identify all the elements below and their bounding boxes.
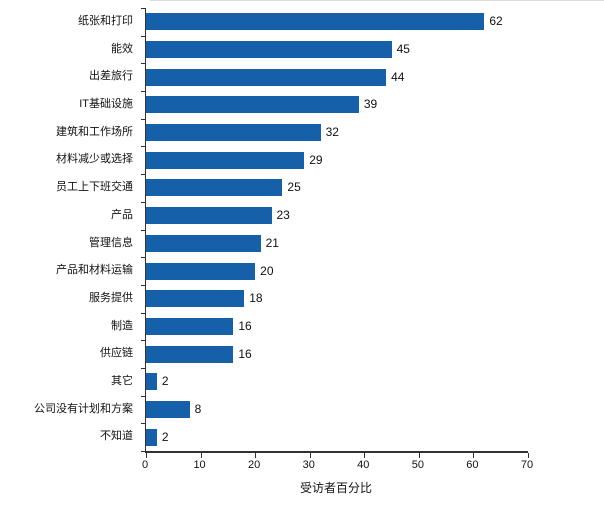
- bar-value-label: 2: [161, 374, 169, 389]
- y-axis-tick: [141, 340, 145, 342]
- bar: [146, 234, 261, 252]
- category-label: 纸张和打印: [78, 15, 133, 27]
- category-label: 服务提供: [89, 291, 133, 304]
- bar-value-label: 44: [391, 69, 405, 84]
- category-label: 管理信息: [89, 236, 133, 249]
- top-border-line: [150, 0, 604, 1]
- y-axis-tick: [141, 395, 145, 397]
- x-axis-tick: [200, 453, 202, 458]
- bar-value-label: 8: [194, 401, 202, 416]
- category-axis-labels: 纸张和打印 能效 出差旅行 IT基础设施 建筑和工作场所 材料减少或选择 员工上下班交通 产品…: [0, 8, 139, 451]
- category-label: 其它: [111, 374, 133, 387]
- category-label: 材料减少或选择: [56, 153, 133, 166]
- y-axis-tick: [141, 367, 145, 369]
- category-label: 出差旅行: [89, 70, 133, 83]
- bar: [146, 207, 272, 225]
- bar-value-label: 39: [363, 97, 378, 112]
- plot-area: 62 45 44 39 32 29 25 23 21 20 18 16 16 2 8 2: [141, 8, 529, 458]
- x-axis-tick: [473, 453, 475, 458]
- x-axis-tick-label: 40: [357, 459, 370, 471]
- bar-value-label: 16: [238, 318, 252, 333]
- x-axis-tick: [146, 453, 147, 458]
- category-label: 公司没有计划和方案: [34, 402, 133, 415]
- x-axis-tick-label: 10: [193, 459, 206, 471]
- bar: [146, 96, 359, 114]
- bar: [146, 373, 157, 391]
- category-label: 能效: [111, 42, 133, 55]
- category-label: 不知道: [100, 430, 133, 443]
- x-axis-tick: [309, 453, 311, 458]
- bar: [146, 124, 321, 142]
- bar-value-label: 18: [249, 291, 263, 306]
- y-axis-tick: [141, 284, 145, 286]
- x-axis-tick-label: 30: [302, 459, 315, 471]
- y-axis-tick: [141, 91, 145, 93]
- x-axis-tick-label: 0: [141, 459, 149, 471]
- category-label: 供应链: [100, 347, 133, 360]
- bar-value-label: 21: [265, 235, 279, 250]
- x-axis-title: 受访者百分比: [299, 481, 372, 495]
- bar-value-label: 23: [276, 208, 290, 223]
- y-axis-tick: [141, 423, 145, 425]
- x-axis-tick: [364, 453, 366, 458]
- bar-value-label: 25: [287, 180, 301, 195]
- y-axis-tick: [141, 118, 145, 120]
- category-label: IT基础设施: [79, 98, 133, 111]
- y-axis-tick: [141, 174, 145, 176]
- bar: [146, 13, 485, 31]
- category-label: 制造: [111, 319, 133, 332]
- bar: [146, 428, 157, 446]
- bar: [146, 262, 256, 280]
- bar: [146, 41, 392, 59]
- bar: [146, 345, 234, 363]
- y-axis-tick: [141, 257, 145, 259]
- y-axis-tick: [141, 8, 145, 9]
- bar-value-label: 16: [238, 346, 252, 361]
- y-axis-tick: [141, 229, 145, 231]
- bar: [146, 68, 387, 86]
- category-label: 产品和材料运输: [56, 264, 133, 277]
- bar-value-label: 20: [260, 263, 274, 278]
- y-axis-tick: [141, 451, 145, 452]
- y-axis-tick: [141, 35, 145, 37]
- category-label: 建筑和工作场所: [56, 125, 133, 138]
- category-label: 产品: [111, 208, 133, 221]
- x-axis-tick: [528, 453, 529, 458]
- x-axis-tick: [418, 453, 420, 458]
- bar-value-label: 29: [309, 152, 323, 167]
- bar-value-label: 32: [325, 125, 339, 140]
- bar: [146, 317, 234, 335]
- y-axis-tick: [141, 201, 145, 203]
- x-axis-tick-label: 20: [248, 459, 261, 471]
- bar: [146, 290, 245, 308]
- y-axis-tick: [141, 312, 145, 314]
- bar-value-label: 45: [396, 42, 410, 57]
- x-axis-tick-label: 50: [411, 459, 424, 471]
- x-axis-tick-label: 60: [466, 459, 479, 471]
- y-axis-tick: [141, 146, 145, 148]
- bar: [146, 151, 305, 169]
- x-axis-tick: [255, 453, 257, 458]
- x-axis-tick-label: 70: [520, 459, 534, 471]
- bar: [146, 179, 283, 197]
- y-axis-tick: [141, 63, 145, 65]
- bar: [146, 400, 190, 418]
- bar-value-label: 2: [161, 429, 169, 444]
- bar-value-label: 62: [489, 14, 503, 29]
- category-label: 员工上下班交通: [56, 181, 133, 194]
